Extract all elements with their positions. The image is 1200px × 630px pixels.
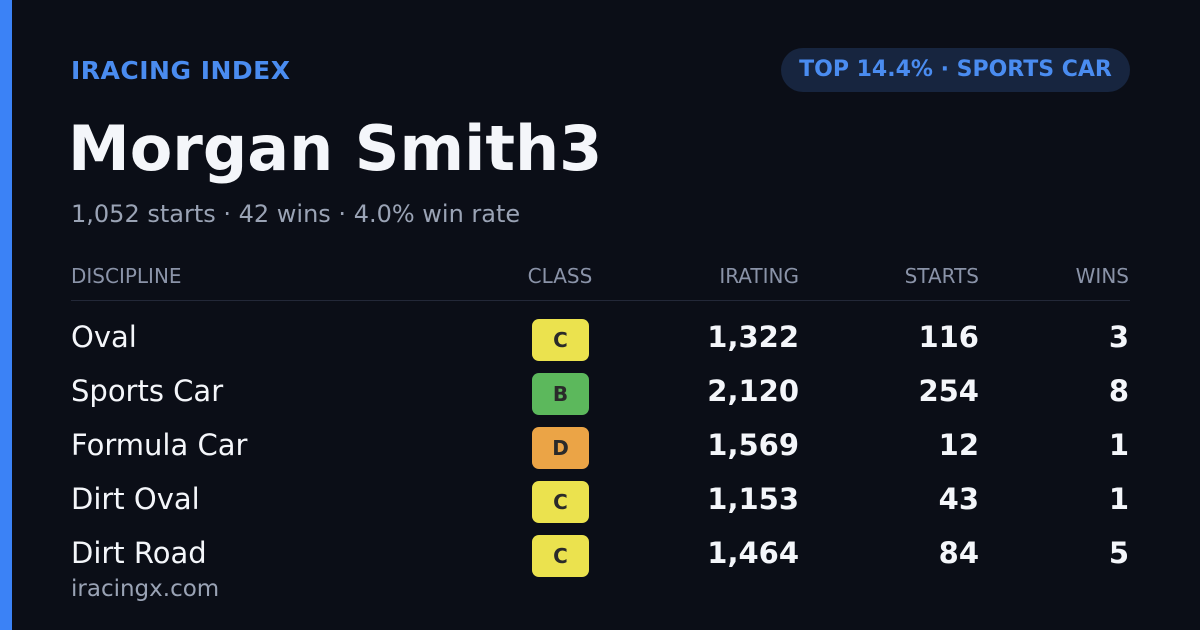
discipline: Dirt Road — [71, 536, 207, 570]
irating: 2,120 — [707, 374, 799, 408]
discipline: Formula Car — [71, 428, 248, 462]
column-header: DISCIPLINE — [71, 264, 182, 288]
discipline: Oval — [71, 320, 137, 354]
wins: 1 — [1108, 482, 1129, 516]
class-badge: B — [532, 373, 589, 415]
starts: 84 — [938, 536, 979, 570]
irating: 1,153 — [707, 482, 799, 516]
brand: IRACING INDEX — [71, 56, 291, 85]
rank-badge: TOP 14.4% · SPORTS CAR — [781, 48, 1130, 92]
header-rule — [71, 300, 1130, 301]
starts: 12 — [938, 428, 979, 462]
discipline: Sports Car — [71, 374, 224, 408]
irating: 1,464 — [707, 536, 799, 570]
wins: 3 — [1108, 320, 1129, 354]
starts: 254 — [918, 374, 979, 408]
irating: 1,569 — [707, 428, 799, 462]
starts: 116 — [918, 320, 979, 354]
column-header: CLASS — [527, 264, 593, 288]
class-badge: C — [532, 481, 589, 523]
discipline: Dirt Oval — [71, 482, 200, 516]
accent-bar — [0, 0, 12, 630]
driver-name: Morgan Smith3 — [68, 112, 603, 185]
starts: 43 — [938, 482, 979, 516]
footer-site: iracingx.com — [71, 576, 220, 602]
wins: 8 — [1108, 374, 1129, 408]
driver-stats: 1,052 starts · 42 wins · 4.0% win rate — [71, 200, 521, 228]
column-header: STARTS — [904, 264, 979, 288]
irating: 1,322 — [707, 320, 799, 354]
class-badge: C — [532, 319, 589, 361]
column-header: WINS — [1075, 264, 1129, 288]
column-header: IRATING — [719, 264, 799, 288]
class-badge: C — [532, 535, 589, 577]
wins: 5 — [1108, 536, 1129, 570]
class-badge: D — [532, 427, 589, 469]
wins: 1 — [1108, 428, 1129, 462]
